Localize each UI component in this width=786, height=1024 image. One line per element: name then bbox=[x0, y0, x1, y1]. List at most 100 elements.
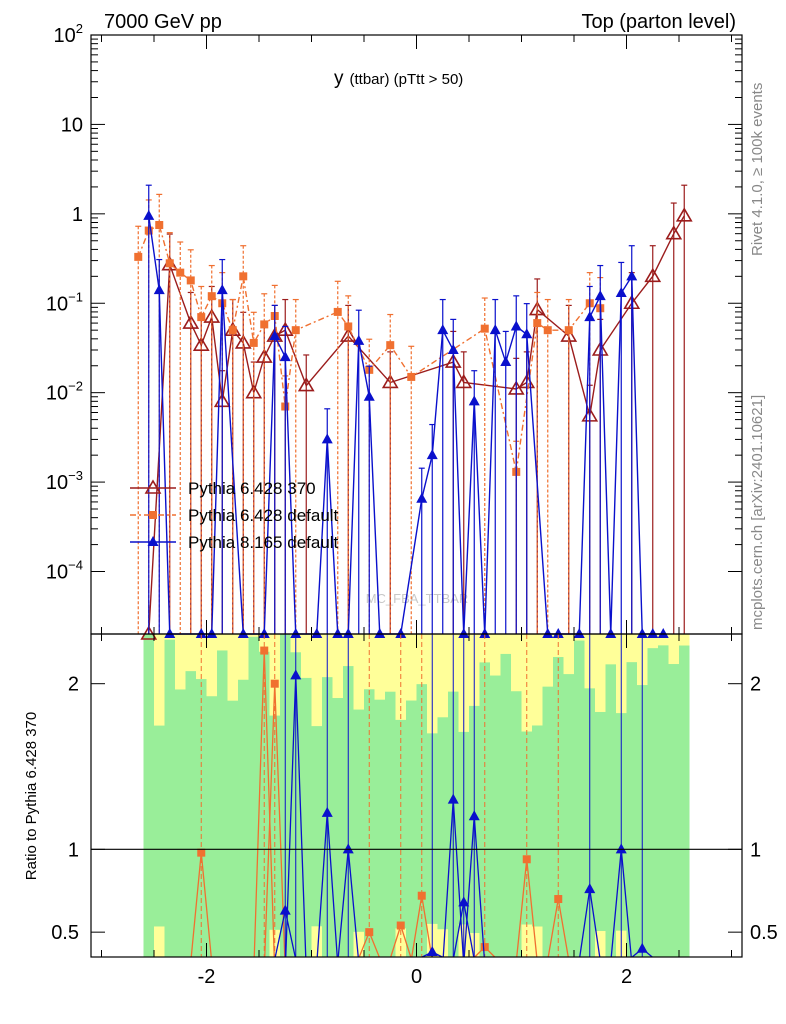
data-point bbox=[426, 449, 438, 460]
data-point bbox=[342, 628, 354, 638]
ratio-band-green bbox=[143, 634, 154, 957]
data-point bbox=[290, 628, 302, 638]
data-point bbox=[605, 628, 617, 638]
ratio-band-green bbox=[647, 648, 658, 957]
ratio-band-green bbox=[563, 674, 574, 957]
data-point bbox=[353, 334, 365, 345]
y-tick-label: 10−4 bbox=[46, 558, 83, 584]
ratio-band-green bbox=[658, 645, 669, 957]
ratio-series-0 bbox=[190, 634, 569, 958]
data-point bbox=[468, 395, 480, 406]
legend-entry: Pythia 8.165 default bbox=[130, 533, 339, 552]
data-point bbox=[374, 628, 386, 638]
data-point bbox=[197, 313, 206, 322]
y-tick-label: 102 bbox=[54, 21, 83, 47]
data-point bbox=[216, 284, 228, 295]
data-point bbox=[279, 351, 291, 362]
data-point bbox=[269, 330, 281, 341]
ratio-band-green bbox=[185, 671, 196, 957]
ratio-band-green bbox=[605, 664, 616, 957]
plot-title: y (ttbar) (pTtt > 50) bbox=[334, 68, 463, 89]
data-point bbox=[192, 336, 210, 351]
main-plot bbox=[134, 184, 693, 640]
data-point bbox=[321, 433, 333, 444]
data-point bbox=[521, 328, 533, 339]
data-point bbox=[543, 326, 552, 335]
data-point bbox=[186, 276, 195, 285]
ratio-point bbox=[365, 928, 374, 937]
data-point bbox=[500, 356, 512, 367]
series-2 bbox=[143, 184, 669, 638]
ratio-point bbox=[396, 921, 405, 930]
data-point bbox=[260, 320, 269, 329]
data-point bbox=[143, 209, 155, 220]
ratio-band-green bbox=[553, 657, 564, 957]
data-point bbox=[542, 628, 554, 638]
ratio-point bbox=[426, 946, 438, 957]
plot-title-main: y bbox=[334, 68, 344, 89]
ratio-point bbox=[554, 895, 563, 904]
data-point bbox=[333, 307, 342, 316]
plot-title-suffix: (ttbar) (pTtt > 50) bbox=[350, 71, 464, 88]
y-tick-label: 1 bbox=[72, 204, 83, 226]
ratio-point bbox=[321, 806, 333, 817]
ratio-point bbox=[584, 883, 596, 894]
data-point bbox=[675, 207, 693, 222]
data-point bbox=[479, 628, 491, 638]
ratio-band-green bbox=[332, 698, 343, 957]
legend-marker bbox=[147, 536, 159, 546]
data-point bbox=[206, 628, 218, 638]
data-point bbox=[626, 270, 638, 281]
ratio-band-green bbox=[595, 711, 606, 932]
data-point bbox=[395, 628, 407, 638]
ratio-band-gap bbox=[133, 634, 144, 957]
data-point bbox=[255, 348, 273, 363]
y-tick-label: 10−3 bbox=[46, 468, 83, 494]
data-point bbox=[615, 287, 627, 298]
ratio-band-green bbox=[437, 717, 448, 930]
data-point bbox=[207, 292, 216, 301]
data-point bbox=[134, 252, 143, 261]
ratio-y-tick-label: 2 bbox=[68, 674, 79, 696]
legend-label: Pythia 8.165 default bbox=[188, 533, 339, 552]
ratio-series-1 bbox=[274, 634, 653, 958]
data-point bbox=[437, 324, 449, 335]
legend-marker bbox=[144, 479, 162, 494]
ratio-band-green bbox=[490, 675, 501, 957]
series-line bbox=[148, 215, 664, 635]
ratio-band-green bbox=[542, 686, 553, 957]
data-point bbox=[594, 290, 606, 301]
legend-marker bbox=[149, 511, 157, 519]
data-point bbox=[447, 344, 459, 355]
ratio-band-green bbox=[500, 653, 511, 957]
ratio-point bbox=[468, 810, 480, 821]
ratio-point bbox=[342, 843, 354, 854]
ratio-band-green bbox=[679, 645, 690, 957]
ratio-band-green bbox=[626, 662, 637, 957]
data-point bbox=[665, 225, 683, 240]
ratio-ylabel: Ratio to Pythia 6.428 370 bbox=[23, 712, 40, 880]
ratio-band-green bbox=[301, 677, 312, 957]
data-point bbox=[297, 376, 315, 392]
data-point bbox=[311, 628, 323, 638]
legend-label: Pythia 6.428 370 bbox=[188, 479, 316, 498]
axes: 102 10 1 10−1 10−2 10−3 10−4 2 2 1 1 0.5 0.5 -2 0 2 bbox=[46, 21, 778, 988]
legend: Pythia 6.428 370 Pythia 6.428 default Pyth… bbox=[130, 479, 339, 552]
ratio-band-green bbox=[227, 700, 238, 957]
data-point bbox=[164, 628, 176, 638]
data-point bbox=[510, 320, 522, 331]
ratio-band-green bbox=[364, 689, 375, 957]
data-point bbox=[237, 628, 249, 638]
ratio-band-green bbox=[395, 719, 406, 929]
data-point bbox=[239, 272, 248, 281]
ratio-y-tick-label-right: 1 bbox=[750, 839, 761, 861]
legend-entry: Pythia 6.428 370 bbox=[130, 479, 316, 498]
data-point bbox=[584, 311, 596, 322]
data-point bbox=[153, 284, 165, 295]
ratio-band-green bbox=[164, 639, 175, 957]
ratio-point bbox=[458, 896, 470, 907]
data-point bbox=[258, 628, 270, 638]
data-point bbox=[386, 341, 395, 350]
legend-entry: Pythia 6.428 default bbox=[130, 506, 339, 525]
